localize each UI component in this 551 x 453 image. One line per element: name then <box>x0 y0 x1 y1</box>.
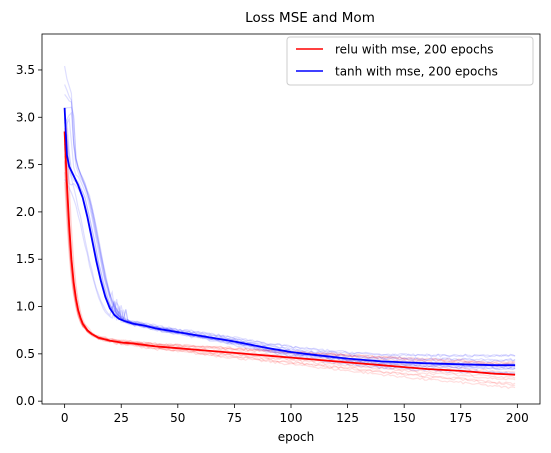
y-tick-label: 1.5 <box>16 252 35 266</box>
y-tick-label: 1.0 <box>16 300 35 314</box>
x-tick-label: 150 <box>393 411 416 425</box>
tanh-run-line <box>64 134 516 375</box>
relu-run-line <box>64 122 516 364</box>
legend: relu with mse, 200 epochs tanh with mse,… <box>286 36 534 86</box>
tanh-series-line <box>63 107 516 367</box>
relu-run-line <box>64 141 516 390</box>
tanh-run-line <box>64 179 516 370</box>
relu-run-line <box>64 159 516 387</box>
y-tick-label: 0.0 <box>16 394 35 408</box>
tanh-run-line <box>64 116 516 370</box>
tanh-run-line <box>64 147 516 369</box>
x-tick-label: 75 <box>227 411 242 425</box>
chart-title: Loss MSE and Mom <box>245 10 375 26</box>
tanh-run-line <box>64 111 516 358</box>
y-tick-label: 3.5 <box>16 63 35 77</box>
x-tick-label: 100 <box>280 411 303 425</box>
x-tick-label: 0 <box>61 411 69 425</box>
tanh-run-line <box>64 149 516 358</box>
legend-label-relu: relu with mse, 200 epochs <box>335 43 494 57</box>
relu-run-line <box>64 143 516 386</box>
x-tick-label: 50 <box>170 411 185 425</box>
legend-label-tanh: tanh with mse, 200 epochs <box>335 65 498 79</box>
relu-run-line <box>64 153 516 374</box>
tanh-run-line <box>64 94 516 375</box>
relu-run-line <box>64 128 516 381</box>
y-tick-label: 0.5 <box>16 347 35 361</box>
y-tick-label: 2.0 <box>16 205 35 219</box>
mean-lines-group <box>63 107 516 376</box>
x-tick-label: 25 <box>114 411 129 425</box>
y-tick-label: 2.5 <box>16 158 35 172</box>
x-axis-label: epoch <box>278 430 315 444</box>
relu-run-line <box>64 172 516 366</box>
faint-runs-group <box>64 65 516 390</box>
x-axis-ticks: 0 25 50 75 100 125 150 175 200 <box>61 404 529 425</box>
x-tick-label: 175 <box>449 411 472 425</box>
x-tick-label: 200 <box>506 411 529 425</box>
tanh-run-line <box>64 106 516 368</box>
relu-series-line <box>63 131 516 376</box>
y-axis-ticks: 0.0 0.5 1.0 1.5 2.0 2.5 3.0 3.5 <box>16 63 42 408</box>
y-tick-label: 3.0 <box>16 110 35 124</box>
tanh-run-line <box>64 118 516 363</box>
relu-run-line <box>64 182 516 368</box>
relu-run-line <box>64 155 516 365</box>
x-tick-label: 125 <box>336 411 359 425</box>
